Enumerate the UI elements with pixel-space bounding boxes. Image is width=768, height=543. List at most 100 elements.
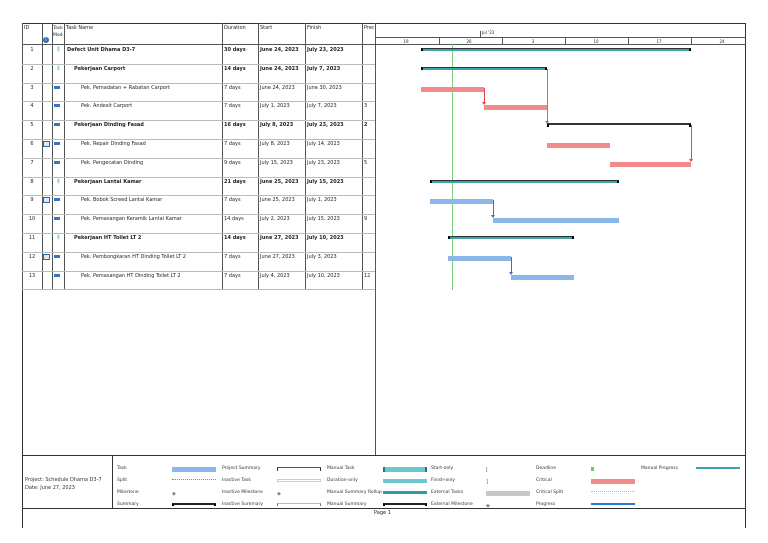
task-start[interactable]: June 24, 2023 [260, 47, 299, 53]
task-start[interactable]: July 4, 2023 [260, 272, 290, 279]
task-start[interactable]: June 27, 2023 [260, 235, 299, 241]
task-start[interactable]: June 24, 2023 [260, 65, 299, 72]
column-header-start[interactable]: Start [260, 25, 273, 31]
column-header-duration[interactable]: Duration [224, 25, 246, 31]
week-tick [691, 38, 692, 44]
project-date: Date: June 27, 2023 [25, 485, 75, 491]
gantt-bar-summary[interactable] [430, 179, 619, 183]
task-name[interactable]: Pekerjaan Lantai Kamar [74, 178, 142, 185]
column-header-id[interactable]: ID [24, 25, 30, 31]
task-duration[interactable]: 7 days [224, 103, 241, 110]
row-id: 12 [28, 253, 36, 260]
task-start[interactable]: June 24, 2023 [260, 84, 295, 91]
task-duration[interactable]: 9 days [224, 159, 241, 166]
task-finish[interactable]: July 3, 2023 [307, 253, 337, 260]
row-divider [22, 195, 375, 197]
gantt-bar-summary[interactable] [421, 48, 691, 51]
project-name: Project: Schedule Dhama D3-7 [25, 477, 102, 483]
gantt-bar-summary[interactable] [421, 66, 547, 70]
gantt-bar-task[interactable] [448, 255, 511, 261]
notes-icon[interactable] [43, 141, 50, 147]
task-finish[interactable]: July 7, 2023 [307, 103, 337, 110]
legend-swatch [277, 479, 321, 482]
task-predecessors[interactable]: 3 [364, 103, 368, 110]
gantt-bar-critical[interactable] [484, 105, 547, 111]
header-divider [22, 44, 746, 45]
manual-task-icon [54, 85, 60, 89]
legend-swatch [696, 467, 740, 469]
gantt-bar-critical[interactable] [610, 161, 691, 167]
task-name[interactable]: Pekerjaan Dinding Fasad [74, 122, 144, 129]
task-duration[interactable]: 14 days [224, 235, 246, 241]
task-start[interactable]: June 27, 2023 [260, 253, 295, 260]
task-duration[interactable]: 30 days [224, 47, 246, 53]
task-name[interactable]: Pekerjaan HT Toilet LT 2 [74, 235, 142, 241]
task-finish[interactable]: July 23, 2023 [307, 122, 344, 129]
task-finish[interactable]: July 10, 2023 [307, 272, 340, 279]
column-header-task-name[interactable]: Task Name [66, 25, 94, 31]
notes-icon[interactable] [43, 253, 50, 260]
legend-swatch [383, 491, 427, 494]
task-finish[interactable]: July 10, 2023 [307, 235, 344, 241]
notes-icon[interactable] [43, 197, 50, 204]
column-header-finish[interactable]: Finish [307, 25, 322, 31]
task-predecessors[interactable]: 12 [364, 272, 371, 279]
task-duration[interactable]: 16 days [224, 122, 246, 129]
dependency-link [511, 256, 512, 274]
task-start[interactable]: July 15, 2023 [260, 159, 293, 166]
column-divider [258, 23, 259, 290]
gantt-bar-task[interactable] [493, 218, 619, 224]
gantt-bar-manual-summary[interactable] [547, 123, 691, 128]
row-divider [22, 139, 375, 140]
task-name[interactable]: Pek. Bobok Screed Lantai Kamar [81, 197, 163, 204]
task-duration[interactable]: 7 days [224, 141, 241, 147]
task-start[interactable]: July 8, 2023 [260, 141, 290, 147]
task-name[interactable]: Pek. Andesit Carport [81, 103, 133, 110]
gantt-bar-summary[interactable] [448, 236, 574, 239]
row-id: 10 [28, 216, 36, 223]
task-duration[interactable]: 14 days [224, 216, 244, 223]
task-duration[interactable]: 7 days [224, 84, 241, 91]
task-duration[interactable]: 21 days [224, 178, 246, 185]
timescale-week-label: 24 [719, 39, 725, 44]
task-name[interactable]: Pek. Pemasangan Keramik Lantai Kamar [81, 216, 182, 223]
task-name[interactable]: Pek. Pengecatan Dinding [81, 159, 144, 166]
task-finish[interactable]: June 30, 2023 [307, 84, 342, 91]
task-name[interactable]: Pek. Pemadatan + Rabatan Carport [81, 84, 170, 91]
task-start[interactable]: July 1, 2023 [260, 103, 290, 110]
task-name[interactable]: Pek. Pembongkaran HT Dinding Toilet LT 2 [81, 253, 186, 260]
column-header-predecessors[interactable]: Predecessors [364, 25, 374, 31]
gantt-bar-critical[interactable] [421, 86, 484, 92]
task-predecessors[interactable]: 2 [364, 122, 368, 129]
task-finish[interactable]: July 1, 2023 [307, 197, 337, 204]
manual-task-icon [54, 198, 60, 202]
task-start[interactable]: June 25, 2023 [260, 197, 295, 204]
task-predecessors[interactable]: 5 [364, 159, 368, 166]
task-finish[interactable]: July 15, 2023 [307, 216, 340, 223]
gantt-bar-critical[interactable] [547, 143, 610, 148]
task-finish[interactable]: July 23, 2023 [307, 47, 344, 53]
task-start[interactable]: July 2, 2023 [260, 216, 290, 223]
gantt-bar-task[interactable] [511, 274, 574, 280]
legend-label: Split [117, 478, 127, 483]
task-duration[interactable]: 7 days [224, 253, 241, 260]
task-duration[interactable]: 14 days [224, 65, 246, 72]
task-name[interactable]: Defect Unit Dhama D3-7 [67, 47, 136, 53]
task-predecessors[interactable]: 9 [364, 216, 368, 223]
task-finish[interactable]: July 7, 2023 [307, 65, 341, 72]
task-start[interactable]: July 8, 2023 [260, 122, 294, 129]
task-name[interactable]: Pek. Repair Dinding Fasad [81, 141, 146, 147]
task-finish[interactable]: July 23, 2023 [307, 159, 340, 166]
task-name[interactable]: Pekerjaan Carport [74, 65, 126, 72]
legend-label: Progress [536, 502, 556, 507]
task-duration[interactable]: 7 days [224, 197, 241, 204]
task-name[interactable]: Pek. Pemasangan HT Dinding Toilet LT 2 [81, 272, 181, 279]
task-start[interactable]: June 25, 2023 [260, 178, 299, 185]
task-finish[interactable]: July 14, 2023 [307, 141, 340, 147]
manual-task-icon [54, 123, 60, 127]
gantt-bar-task[interactable] [430, 199, 493, 205]
task-finish[interactable]: July 15, 2023 [307, 178, 344, 185]
column-header-task-mode[interactable]: Task Mode [53, 26, 63, 38]
task-duration[interactable]: 7 days [224, 272, 241, 279]
footer-divider [112, 455, 113, 508]
